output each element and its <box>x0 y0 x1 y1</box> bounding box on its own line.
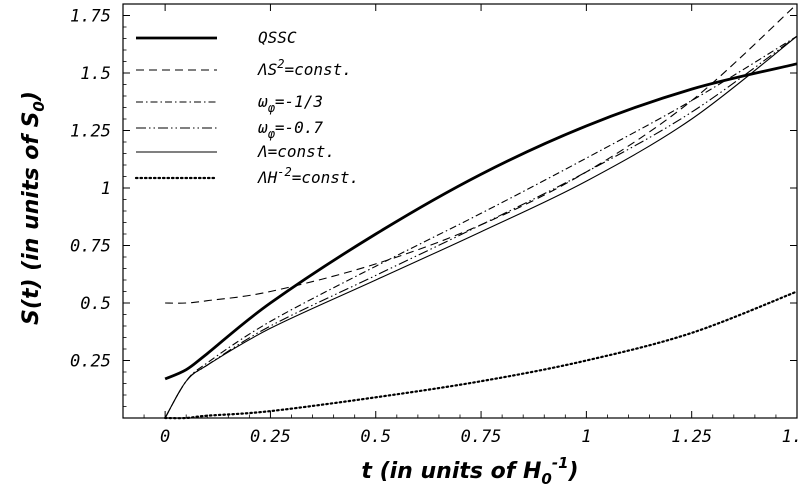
legend-label-3: ωφ=-1/3 <box>258 92 323 115</box>
series-line-5 <box>164 35 798 419</box>
legend-label-6: ΛH-2=const. <box>257 165 359 187</box>
x-tick-label: 1.25 <box>671 427 712 447</box>
y-tick-label: 1 <box>101 179 111 199</box>
y-tick-label: 0.25 <box>70 352 111 372</box>
x-tick-label: 1.5 <box>782 427 801 447</box>
y-tick-label: 1.25 <box>70 122 111 142</box>
x-axis-title: t (in units of H0-1) <box>361 454 578 487</box>
legend: QSSC ΛS2=const. ωφ=-1/3 ωφ=-0.7Λ=const. ΛH-2… <box>134 28 359 187</box>
legend-label-1: QSSC <box>258 28 297 47</box>
series-line-3 <box>164 35 798 419</box>
series-line-6 <box>164 290 799 420</box>
plot-frame <box>122 3 798 419</box>
y-tick-label: 1.75 <box>70 7 111 27</box>
x-tick-label: 0 <box>160 427 170 447</box>
x-tick-label: 0.75 <box>461 427 502 447</box>
y-axis-title: S(t) (in units of S0) <box>19 91 48 325</box>
legend-label-5: Λ=const. <box>257 142 335 161</box>
series-line-1 <box>164 62 798 381</box>
ticks-layer: 0 0.25 0.5 0.75 1 1.25 1.5 0.25 0.5 0.75 1 1.25 1.5 1… <box>70 4 801 447</box>
y-tick-label: 0.5 <box>80 294 111 314</box>
series-layer <box>164 3 799 420</box>
legend-label-4: ωφ=-0.7 <box>258 118 323 141</box>
y-tick-label: 0.75 <box>70 237 111 257</box>
x-tick-label: 0.25 <box>250 427 291 447</box>
x-tick-label: 0.5 <box>360 427 391 447</box>
series-line-2 <box>165 3 798 304</box>
legend-label-2: ΛS2=const. <box>257 57 352 79</box>
y-tick-label: 1.5 <box>80 64 111 84</box>
x-tick-label: 1 <box>581 427 591 447</box>
